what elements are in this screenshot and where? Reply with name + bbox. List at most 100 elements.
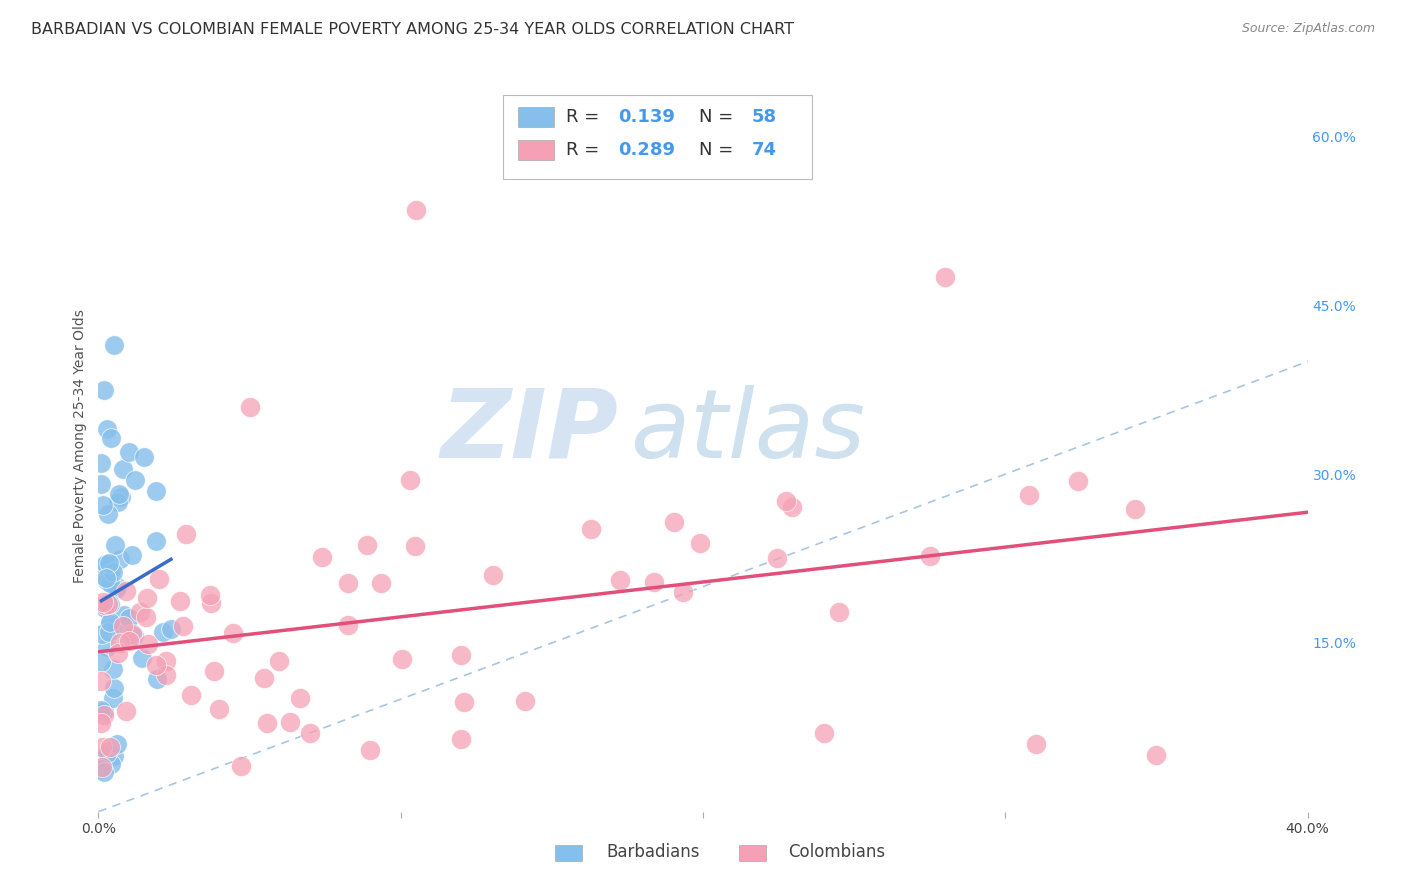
Point: [290, 691, 312, 706]
Point: [160, 623, 183, 637]
Point: [94, 598, 117, 612]
Point: [399, 473, 422, 487]
Text: atlas: atlas: [630, 384, 866, 478]
Point: [124, 473, 146, 487]
FancyBboxPatch shape: [740, 845, 766, 861]
Point: [90, 762, 112, 776]
Point: [828, 605, 851, 619]
Point: [115, 584, 138, 599]
Point: [96, 508, 118, 522]
Point: [96, 640, 118, 654]
Point: [93, 383, 115, 397]
Point: [672, 585, 695, 599]
Point: [121, 548, 143, 562]
Point: [91, 739, 114, 754]
Point: [311, 549, 333, 564]
FancyBboxPatch shape: [555, 845, 582, 861]
Point: [391, 652, 413, 666]
Point: [105, 737, 128, 751]
Point: [98, 615, 121, 630]
Point: [96, 574, 118, 588]
Point: [138, 637, 160, 651]
Point: [299, 726, 322, 740]
Point: [114, 704, 136, 718]
Point: [100, 431, 122, 445]
Point: [98, 624, 121, 639]
Point: [91, 760, 114, 774]
Point: [766, 550, 789, 565]
Point: [370, 576, 392, 591]
Point: [360, 743, 382, 757]
Point: [105, 580, 128, 594]
Point: [122, 629, 145, 643]
Point: [229, 759, 252, 773]
Point: [98, 576, 121, 591]
Point: [202, 665, 225, 679]
Point: [111, 461, 134, 475]
Point: [96, 746, 118, 760]
Point: [450, 731, 472, 746]
FancyBboxPatch shape: [503, 95, 811, 179]
Point: [152, 624, 174, 639]
Point: [112, 607, 135, 622]
Point: [98, 597, 121, 611]
Point: [336, 576, 359, 591]
Point: [253, 671, 276, 685]
Text: N =: N =: [699, 108, 740, 126]
Point: [198, 588, 221, 602]
Point: [97, 556, 120, 570]
Point: [689, 535, 711, 549]
Point: [222, 626, 245, 640]
Point: [239, 400, 262, 414]
Point: [101, 566, 124, 580]
Point: [90, 456, 112, 470]
Point: [934, 270, 956, 285]
Point: [90, 703, 112, 717]
Text: Source: ZipAtlas.com: Source: ZipAtlas.com: [1241, 22, 1375, 36]
Point: [93, 704, 115, 718]
Point: [336, 617, 359, 632]
Text: BARBADIAN VS COLOMBIAN FEMALE POVERTY AMONG 25-34 YEAR OLDS CORRELATION CHART: BARBADIAN VS COLOMBIAN FEMALE POVERTY AM…: [31, 22, 794, 37]
Point: [108, 487, 131, 501]
Point: [515, 694, 537, 708]
Point: [180, 688, 202, 702]
Point: [90, 655, 112, 669]
Point: [90, 716, 112, 731]
Text: 0.139: 0.139: [619, 108, 675, 126]
Point: [98, 739, 121, 754]
Point: [110, 636, 132, 650]
Point: [453, 695, 475, 709]
Point: [131, 651, 153, 665]
Point: [90, 627, 112, 641]
Point: [118, 611, 141, 625]
Point: [918, 549, 941, 564]
Point: [100, 563, 122, 577]
Point: [103, 662, 125, 676]
Point: [103, 337, 125, 351]
Point: [280, 715, 302, 730]
Text: ZIP: ZIP: [440, 384, 619, 478]
Point: [91, 595, 114, 609]
Point: [100, 757, 122, 772]
Point: [155, 668, 177, 682]
Y-axis label: Female Poverty Among 25-34 Year Olds: Female Poverty Among 25-34 Year Olds: [73, 309, 87, 583]
Text: R =: R =: [567, 108, 606, 126]
Point: [97, 597, 120, 611]
Point: [90, 476, 112, 491]
FancyBboxPatch shape: [517, 107, 554, 127]
Point: [107, 646, 129, 660]
Point: [176, 527, 198, 541]
Point: [1066, 474, 1088, 488]
Point: [136, 591, 159, 606]
Point: [105, 582, 128, 596]
Point: [155, 654, 177, 668]
Point: [103, 748, 125, 763]
Point: [169, 594, 191, 608]
Point: [148, 572, 170, 586]
Point: [93, 765, 115, 780]
FancyBboxPatch shape: [517, 139, 554, 160]
Text: Barbadians: Barbadians: [606, 843, 700, 861]
Point: [98, 617, 121, 632]
Point: [356, 538, 378, 552]
Point: [93, 750, 115, 764]
